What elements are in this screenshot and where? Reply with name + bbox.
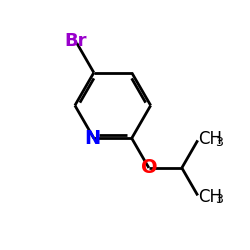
Text: CH: CH: [198, 188, 222, 206]
Text: 3: 3: [215, 136, 223, 149]
Text: 3: 3: [215, 193, 223, 206]
Text: Br: Br: [64, 32, 87, 50]
Text: O: O: [140, 158, 157, 178]
Text: CH: CH: [198, 130, 222, 148]
Text: N: N: [84, 129, 101, 148]
